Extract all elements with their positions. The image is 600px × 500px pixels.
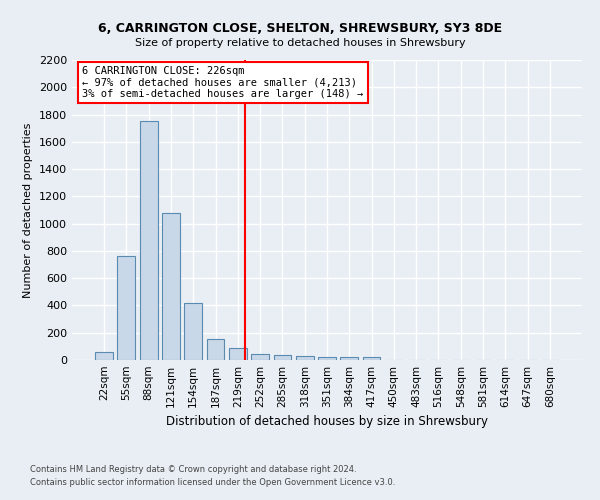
Bar — [296, 356, 314, 360]
Bar — [274, 355, 292, 360]
Bar — [162, 214, 180, 360]
Y-axis label: Number of detached properties: Number of detached properties — [23, 122, 34, 298]
Bar — [118, 256, 136, 360]
Text: 6, CARRINGTON CLOSE, SHELTON, SHREWSBURY, SY3 8DE: 6, CARRINGTON CLOSE, SHELTON, SHREWSBURY… — [98, 22, 502, 36]
Text: Contains public sector information licensed under the Open Government Licence v3: Contains public sector information licen… — [30, 478, 395, 487]
Text: 6 CARRINGTON CLOSE: 226sqm
← 97% of detached houses are smaller (4,213)
3% of se: 6 CARRINGTON CLOSE: 226sqm ← 97% of deta… — [82, 66, 364, 99]
Bar — [206, 339, 224, 360]
Text: Contains HM Land Registry data © Crown copyright and database right 2024.: Contains HM Land Registry data © Crown c… — [30, 466, 356, 474]
X-axis label: Distribution of detached houses by size in Shrewsbury: Distribution of detached houses by size … — [166, 416, 488, 428]
Bar — [251, 354, 269, 360]
Bar — [340, 358, 358, 360]
Bar — [229, 348, 247, 360]
Bar — [318, 356, 336, 360]
Text: Size of property relative to detached houses in Shrewsbury: Size of property relative to detached ho… — [134, 38, 466, 48]
Bar — [140, 122, 158, 360]
Bar — [95, 352, 113, 360]
Bar — [362, 358, 380, 360]
Bar — [184, 302, 202, 360]
